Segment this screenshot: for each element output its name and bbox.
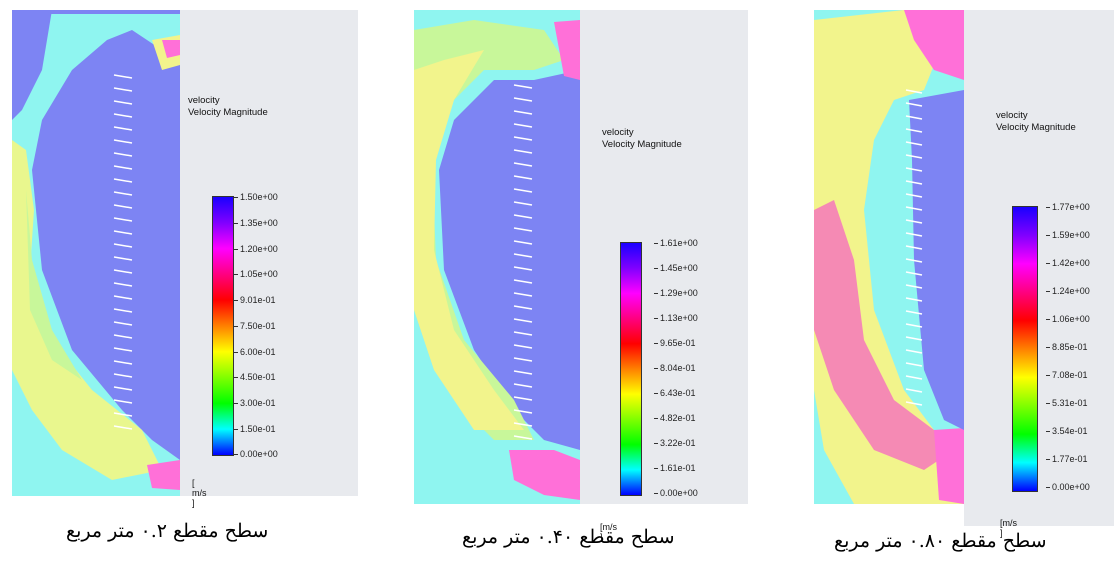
velocity-contour-plot-1 xyxy=(12,10,180,496)
legend-tick: 4.50e-01 xyxy=(234,372,276,382)
caption-1: سطح مقطع ۰.۲ متر مربع xyxy=(66,520,269,542)
caption-3: سطح مقطع ۰.۸۰ متر مربع xyxy=(834,530,1047,552)
legend-tick: 1.50e+00 xyxy=(234,192,278,202)
velocity-field-1 xyxy=(12,10,180,496)
legend-subtitle: Velocity Magnitude xyxy=(188,107,268,118)
legend-tick: 1.13e+00 xyxy=(654,313,698,323)
baffle-column-3 xyxy=(905,89,923,406)
legend-tick: 1.45e+00 xyxy=(654,263,698,273)
legend-tick: 3.54e-01 xyxy=(1046,426,1088,436)
legend-tick: 0.00e+00 xyxy=(1046,482,1090,492)
unit-label: [m/s ] xyxy=(600,522,617,542)
velocity-field-2 xyxy=(414,10,580,504)
legend-tick: 0.00e+00 xyxy=(234,449,278,459)
legend-tick: 1.61e+00 xyxy=(654,238,698,248)
legend-tick: 1.24e+00 xyxy=(1046,286,1090,296)
color-scale-bar-1 xyxy=(212,196,234,456)
legend-tick: 6.43e-01 xyxy=(654,388,696,398)
color-scale-bar-3 xyxy=(1012,206,1038,492)
legend-title: velocity xyxy=(996,110,1028,121)
legend-tick: 1.42e+00 xyxy=(1046,258,1090,268)
color-scale-bar-2 xyxy=(620,242,642,496)
legend-tick: 1.20e+00 xyxy=(234,244,278,254)
legend-tick: 1.05e+00 xyxy=(234,269,278,279)
legend-tick: 1.59e+00 xyxy=(1046,230,1090,240)
unit-label: [m/s ] xyxy=(1000,518,1017,538)
legend-tick: 7.50e-01 xyxy=(234,321,276,331)
legend-tick: 1.35e+00 xyxy=(234,218,278,228)
legend-panel-3 xyxy=(964,10,1114,526)
legend-tick: 1.29e+00 xyxy=(654,288,698,298)
legend-panel-2 xyxy=(580,10,748,504)
baffle-column-1 xyxy=(113,74,133,430)
velocity-contour-plot-2 xyxy=(414,10,580,504)
legend-title: velocity xyxy=(602,127,634,138)
legend-tick: 1.77e+00 xyxy=(1046,202,1090,212)
velocity-field-3 xyxy=(814,10,964,504)
legend-tick: 9.65e-01 xyxy=(654,338,696,348)
baffle-column-2 xyxy=(513,84,533,440)
caption-2: سطح مقطع ۰.۴۰ متر مربع xyxy=(462,526,675,548)
unit-label: [ m/s ] xyxy=(192,478,207,508)
legend-tick: 6.00e-01 xyxy=(234,347,276,357)
legend-tick: 1.06e+00 xyxy=(1046,314,1090,324)
legend-tick: 1.77e-01 xyxy=(1046,454,1088,464)
legend-tick: 5.31e-01 xyxy=(1046,398,1088,408)
legend-tick: 9.01e-01 xyxy=(234,295,276,305)
legend-tick: 7.08e-01 xyxy=(1046,370,1088,380)
legend-tick: 8.04e-01 xyxy=(654,363,696,373)
legend-subtitle: Velocity Magnitude xyxy=(996,122,1076,133)
legend-tick: 3.22e-01 xyxy=(654,438,696,448)
legend-title: velocity xyxy=(188,95,220,106)
legend-panel-1 xyxy=(180,10,358,496)
legend-subtitle: Velocity Magnitude xyxy=(602,139,682,150)
legend-tick: 8.85e-01 xyxy=(1046,342,1088,352)
legend-tick: 1.61e-01 xyxy=(654,463,696,473)
legend-tick: 0.00e+00 xyxy=(654,488,698,498)
legend-tick: 4.82e-01 xyxy=(654,413,696,423)
velocity-contour-plot-3 xyxy=(814,10,964,504)
legend-tick: 1.50e-01 xyxy=(234,424,276,434)
legend-tick: 3.00e-01 xyxy=(234,398,276,408)
